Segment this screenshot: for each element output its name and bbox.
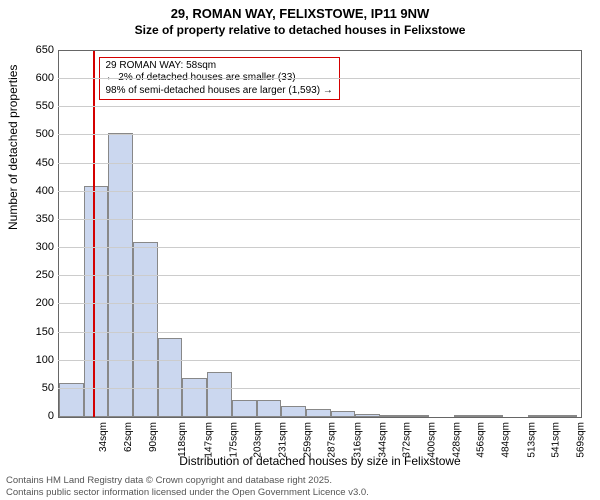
grid-line xyxy=(58,191,580,192)
grid-line xyxy=(58,360,580,361)
x-tick-label: 34sqm xyxy=(98,422,109,452)
x-tick-label: 231sqm xyxy=(278,422,289,458)
histogram-bar xyxy=(479,415,504,417)
x-tick-label: 513sqm xyxy=(526,422,537,458)
y-tick-label: 350 xyxy=(36,213,54,225)
x-tick-label: 569sqm xyxy=(576,422,587,458)
x-tick-label: 90sqm xyxy=(148,422,159,452)
x-tick-label: 344sqm xyxy=(377,422,388,458)
footer-attribution: Contains HM Land Registry data © Crown c… xyxy=(6,475,369,498)
histogram-bar xyxy=(306,409,331,417)
footer-line2: Contains public sector information licen… xyxy=(6,487,369,498)
chart-title: 29, ROMAN WAY, FELIXSTOWE, IP11 9NW Size… xyxy=(0,0,600,38)
x-tick-label: 456sqm xyxy=(476,422,487,458)
y-tick-label: 200 xyxy=(36,297,54,309)
histogram-bar xyxy=(257,400,282,417)
histogram-bar xyxy=(182,378,207,417)
x-tick-label: 259sqm xyxy=(302,422,313,458)
x-tick-label: 175sqm xyxy=(228,422,239,458)
grid-line xyxy=(58,275,580,276)
grid-line xyxy=(58,303,580,304)
y-axis-label: Number of detached properties xyxy=(6,65,20,230)
annotation-line3: 98% of semi-detached houses are larger (… xyxy=(106,85,333,98)
x-tick-label: 484sqm xyxy=(501,422,512,458)
y-tick-label: 300 xyxy=(36,241,54,253)
annotation-line1: 29 ROMAN WAY: 58sqm xyxy=(106,60,333,73)
y-tick-label: 100 xyxy=(36,354,54,366)
y-tick-label: 550 xyxy=(36,100,54,112)
y-tick-label: 0 xyxy=(48,410,54,422)
histogram-bar xyxy=(158,338,183,417)
y-tick-label: 250 xyxy=(36,269,54,281)
chart-container: 29, ROMAN WAY, FELIXSTOWE, IP11 9NW Size… xyxy=(0,0,600,500)
grid-line xyxy=(58,247,580,248)
histogram-bar xyxy=(405,415,430,417)
histogram-bar xyxy=(454,415,479,417)
x-tick-label: 203sqm xyxy=(253,422,264,458)
histogram-bar xyxy=(133,242,158,417)
x-tick-label: 428sqm xyxy=(451,422,462,458)
x-tick-label: 316sqm xyxy=(353,422,364,458)
y-tick-label: 150 xyxy=(36,326,54,338)
histogram-bar xyxy=(232,400,257,417)
histogram-bar xyxy=(355,414,380,417)
grid-line xyxy=(58,388,580,389)
histogram-bar xyxy=(553,415,578,417)
x-tick-label: 400sqm xyxy=(427,422,438,458)
histogram-bar xyxy=(84,186,109,417)
plot-area: 29 ROMAN WAY: 58sqm← 2% of detached hous… xyxy=(58,50,582,418)
x-tick-label: 147sqm xyxy=(204,422,215,458)
histogram-bar xyxy=(380,415,405,417)
footer-line1: Contains HM Land Registry data © Crown c… xyxy=(6,475,369,486)
histogram-bar xyxy=(331,411,356,417)
y-tick-label: 500 xyxy=(36,128,54,140)
grid-line xyxy=(58,332,580,333)
histogram-bar xyxy=(207,372,232,417)
grid-line xyxy=(58,106,580,107)
grid-line xyxy=(58,163,580,164)
title-line2: Size of property relative to detached ho… xyxy=(0,23,600,39)
title-line1: 29, ROMAN WAY, FELIXSTOWE, IP11 9NW xyxy=(0,6,600,23)
histogram-bar xyxy=(281,406,306,417)
grid-line xyxy=(58,219,580,220)
x-tick-label: 118sqm xyxy=(177,422,188,457)
y-tick-label: 50 xyxy=(42,382,54,394)
x-tick-label: 287sqm xyxy=(327,422,338,458)
y-tick-label: 650 xyxy=(36,44,54,56)
y-tick-label: 600 xyxy=(36,72,54,84)
x-tick-label: 372sqm xyxy=(402,422,413,458)
x-tick-label: 62sqm xyxy=(123,422,134,452)
y-tick-label: 450 xyxy=(36,157,54,169)
histogram-bar xyxy=(528,415,553,417)
x-tick-label: 541sqm xyxy=(551,422,562,458)
grid-line xyxy=(58,78,580,79)
y-tick-label: 400 xyxy=(36,185,54,197)
grid-line xyxy=(58,134,580,135)
